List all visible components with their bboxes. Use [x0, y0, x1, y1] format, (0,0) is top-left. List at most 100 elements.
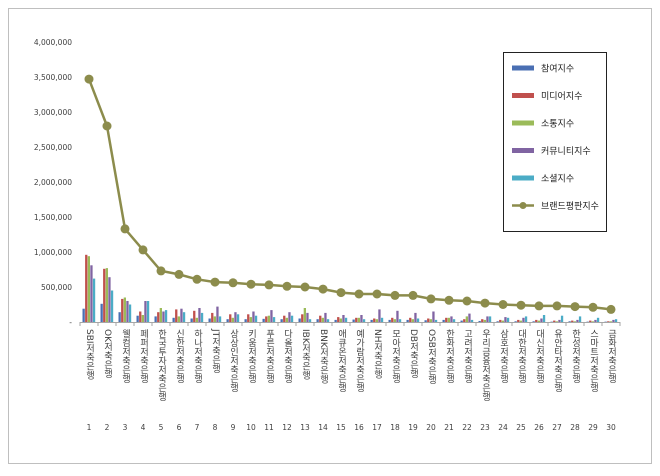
brand-index-point-20 — [427, 294, 436, 303]
bar-4-23 — [486, 316, 488, 322]
bar-3-9 — [232, 318, 234, 322]
bar-4-5 — [162, 312, 164, 323]
brand-index-point-11 — [265, 280, 274, 289]
bar-3-26 — [538, 321, 540, 322]
brand-index-point-16 — [355, 290, 364, 299]
bar-2-23 — [481, 319, 483, 322]
bar-3-25 — [520, 321, 522, 322]
brand-index-point-10 — [247, 280, 256, 289]
bar-2-21 — [445, 318, 447, 322]
bar-4-28 — [576, 320, 578, 322]
bar-4-19 — [414, 313, 416, 322]
brand-index-point-15 — [337, 288, 346, 297]
bar-2-8 — [211, 313, 213, 322]
bar-5-13 — [309, 319, 311, 322]
bar-5-5 — [165, 310, 167, 322]
bar-4-9 — [234, 312, 236, 322]
bar-3-11 — [268, 316, 270, 322]
brand-index-point-19 — [409, 291, 418, 300]
category-number: 2 — [105, 423, 110, 432]
brand-index-point-9 — [229, 278, 238, 287]
bar-2-17 — [373, 319, 375, 323]
category-label: 다올저축은행 — [282, 329, 292, 383]
bar-1-4 — [137, 316, 139, 322]
brand-index-point-13 — [301, 283, 310, 292]
y-tick-label: 500,000 — [41, 283, 72, 292]
bar-4-7 — [198, 308, 200, 322]
category-number: 16 — [354, 423, 364, 432]
category-label: IBK저축은행 — [300, 329, 310, 380]
bar-5-12 — [291, 316, 293, 322]
category-number: 8 — [213, 423, 218, 432]
brand-index-point-1 — [85, 75, 94, 84]
category-number: 23 — [480, 423, 490, 432]
bar-3-24 — [502, 321, 504, 322]
bar-3-17 — [376, 319, 378, 322]
bar-4-1 — [90, 265, 92, 322]
category-number: 25 — [516, 423, 526, 432]
bar-4-3 — [126, 301, 128, 322]
brand-index-point-24 — [499, 300, 508, 309]
category-number: 5 — [159, 423, 164, 432]
bar-4-22 — [468, 314, 470, 322]
bar-4-10 — [252, 312, 254, 323]
category-label: 상상인저축은행 — [228, 329, 238, 392]
bar-2-12 — [283, 316, 285, 322]
bar-5-10 — [255, 316, 257, 322]
category-label: OK저축은행 — [102, 329, 112, 378]
bar-3-22 — [466, 316, 468, 322]
brand-index-point-21 — [445, 296, 454, 305]
legend-label: 커뮤니티지수 — [541, 146, 591, 157]
bar-5-20 — [435, 320, 437, 322]
bar-5-17 — [381, 318, 383, 322]
bar-4-29 — [594, 320, 596, 322]
bar-5-29 — [597, 318, 599, 322]
category-label: 삼호저축은행 — [498, 329, 508, 383]
bar-5-30 — [615, 319, 617, 322]
category-label: 푸른저축은행 — [264, 329, 274, 383]
y-tick-label: 3,000,000 — [34, 108, 72, 117]
bar-4-30 — [612, 320, 614, 322]
category-number: 21 — [444, 423, 454, 432]
category-number: 14 — [318, 423, 328, 432]
bar-2-3 — [121, 299, 123, 322]
bar-4-25 — [522, 318, 524, 322]
category-label: SBI저축은행 — [84, 329, 94, 380]
bar-5-9 — [237, 314, 239, 322]
bar-4-21 — [450, 316, 452, 322]
bar-3-19 — [412, 319, 414, 322]
y-tick-label: 3,500,000 — [34, 73, 72, 82]
bar-4-24 — [504, 317, 506, 322]
bar-3-15 — [340, 319, 342, 323]
bar-5-26 — [543, 315, 545, 322]
bar-1-21 — [443, 320, 445, 322]
bar-3-2 — [106, 268, 108, 322]
bar-4-26 — [540, 319, 542, 323]
brand-index-point-25 — [517, 301, 526, 310]
bar-2-28 — [571, 321, 573, 322]
category-label: 웰컴저축은행 — [120, 329, 130, 383]
category-label: 대한저축은행 — [516, 329, 526, 383]
bar-2-10 — [247, 314, 249, 322]
brand-index-point-3 — [121, 224, 130, 233]
category-number: 26 — [534, 423, 544, 432]
bar-2-2 — [103, 269, 105, 322]
bar-1-18 — [389, 320, 391, 322]
category-number: 4 — [141, 423, 146, 432]
bar-5-23 — [489, 316, 491, 322]
bar-2-29 — [589, 321, 591, 322]
brand-index-point-29 — [589, 303, 598, 312]
bar-2-5 — [157, 312, 159, 322]
legend-label: 소통지수 — [541, 119, 574, 130]
bar-2-7 — [193, 311, 195, 322]
category-number: 13 — [300, 423, 310, 432]
category-number: 10 — [246, 423, 256, 432]
y-tick-label: 4,000,000 — [34, 38, 72, 47]
brand-index-point-23 — [481, 299, 490, 308]
bar-5-1 — [93, 279, 95, 322]
legend-label: 소셜지수 — [541, 174, 574, 185]
bar-4-17 — [378, 309, 380, 322]
category-label: BNK저축은행 — [318, 329, 328, 384]
